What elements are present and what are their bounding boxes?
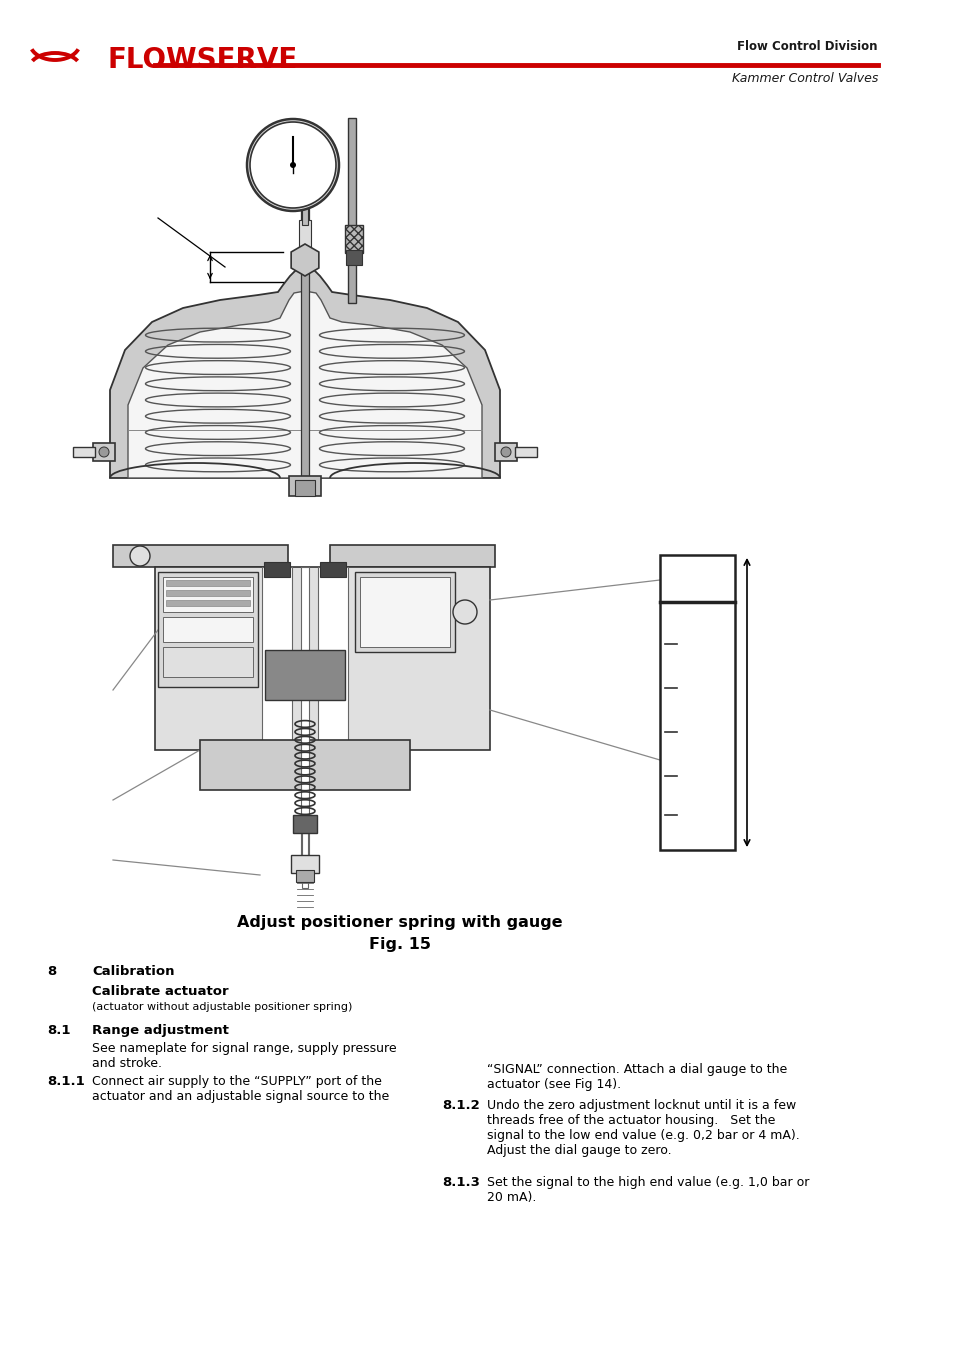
Bar	[154, 567, 490, 750]
Bar	[294, 480, 314, 496]
Bar	[301, 567, 309, 870]
Bar	[298, 220, 311, 270]
Circle shape	[250, 122, 335, 208]
Text: 8.1.2: 8.1.2	[441, 1098, 479, 1112]
Bar	[200, 740, 410, 790]
Bar	[166, 580, 250, 586]
Polygon shape	[305, 267, 499, 478]
Polygon shape	[128, 290, 305, 478]
Bar	[301, 128, 309, 478]
Bar	[319, 562, 346, 577]
Bar	[330, 544, 495, 567]
Bar	[295, 870, 314, 882]
Bar	[348, 118, 355, 303]
Bar	[262, 567, 292, 750]
Text: 8: 8	[47, 965, 56, 978]
Bar	[291, 855, 318, 873]
Polygon shape	[305, 290, 481, 478]
Bar	[166, 600, 250, 607]
Bar	[345, 226, 363, 253]
Text: Flow Control Division: Flow Control Division	[737, 41, 877, 54]
Text: See nameplate for signal range, supply pressure
and stroke.: See nameplate for signal range, supply p…	[91, 1042, 396, 1070]
Bar	[112, 544, 288, 567]
Bar	[163, 577, 253, 612]
Bar	[346, 250, 361, 265]
Bar	[355, 571, 455, 653]
Bar	[302, 195, 308, 226]
Circle shape	[290, 162, 295, 168]
Bar	[289, 476, 320, 496]
Text: 8.1.1: 8.1.1	[47, 1075, 85, 1088]
Bar	[92, 443, 115, 461]
Bar	[302, 834, 308, 888]
Text: Connect air supply to the “SUPPLY” port of the
actuator and an adjustable signal: Connect air supply to the “SUPPLY” port …	[91, 1075, 389, 1102]
Bar	[265, 650, 345, 700]
Bar	[293, 815, 316, 834]
Text: 8.1: 8.1	[47, 1024, 71, 1038]
Polygon shape	[110, 267, 305, 478]
Text: “SIGNAL” connection. Attach a dial gauge to the
actuator (see Fig 14).: “SIGNAL” connection. Attach a dial gauge…	[486, 1063, 786, 1092]
Text: Calibration: Calibration	[91, 965, 174, 978]
Bar	[264, 562, 290, 577]
Text: Calibrate actuator: Calibrate actuator	[91, 985, 229, 998]
Text: 8.1.3: 8.1.3	[441, 1175, 479, 1189]
Bar	[163, 647, 253, 677]
Text: Range adjustment: Range adjustment	[91, 1024, 229, 1038]
Bar	[359, 577, 450, 647]
Bar	[158, 571, 257, 688]
Text: FLOWSERVE: FLOWSERVE	[108, 46, 298, 74]
Text: Fig. 15: Fig. 15	[369, 938, 431, 952]
Bar	[166, 590, 250, 596]
Text: Adjust positioner spring with gauge: Adjust positioner spring with gauge	[237, 915, 562, 929]
Bar	[317, 567, 348, 750]
Bar	[659, 555, 734, 850]
Text: Undo the zero adjustment locknut until it is a few
threads free of the actuator : Undo the zero adjustment locknut until i…	[486, 1098, 799, 1156]
Text: Kammer Control Valves: Kammer Control Valves	[731, 72, 877, 85]
Text: Set the signal to the high end value (e.g. 1,0 bar or
20 mA).: Set the signal to the high end value (e.…	[486, 1175, 808, 1204]
Circle shape	[500, 447, 511, 457]
Circle shape	[99, 447, 109, 457]
Circle shape	[247, 119, 338, 211]
Polygon shape	[291, 245, 318, 276]
Circle shape	[453, 600, 476, 624]
Bar	[515, 447, 537, 457]
Bar	[163, 617, 253, 642]
Text: (actuator without adjustable positioner spring): (actuator without adjustable positioner …	[91, 1002, 352, 1012]
Bar	[73, 447, 95, 457]
Circle shape	[130, 546, 150, 566]
Bar	[495, 443, 517, 461]
